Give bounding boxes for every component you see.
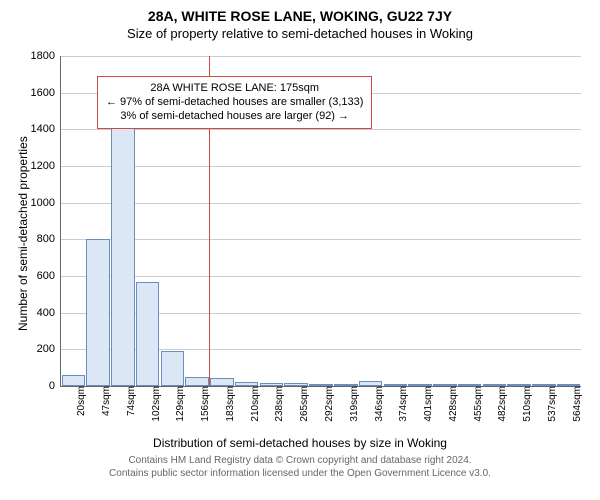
x-tick-label: 156sqm xyxy=(197,386,211,422)
y-gridline xyxy=(61,56,581,57)
histogram-bar xyxy=(210,378,234,386)
y-tick-label: 1600 xyxy=(31,87,61,99)
chart-subtitle: Size of property relative to semi-detach… xyxy=(0,24,600,45)
x-tick-label: 537sqm xyxy=(544,386,558,422)
x-tick-label: 238sqm xyxy=(271,386,285,422)
x-tick-label: 47sqm xyxy=(98,386,112,416)
y-gridline xyxy=(61,203,581,204)
x-tick-label: 346sqm xyxy=(371,386,385,422)
y-tick-label: 0 xyxy=(49,380,61,392)
y-tick-label: 200 xyxy=(37,343,61,355)
x-tick-label: 510sqm xyxy=(519,386,533,422)
annotation-line: 3% of semi-detached houses are larger (9… xyxy=(106,109,363,123)
y-tick-label: 800 xyxy=(37,233,61,245)
x-tick-label: 102sqm xyxy=(148,386,162,422)
x-axis-title: Distribution of semi-detached houses by … xyxy=(0,436,600,450)
x-tick-label: 564sqm xyxy=(569,386,583,422)
x-tick-label: 428sqm xyxy=(445,386,459,422)
y-gridline xyxy=(61,129,581,130)
chart-title: 28A, WHITE ROSE LANE, WOKING, GU22 7JY xyxy=(0,0,600,24)
annotation-line: 28A WHITE ROSE LANE: 175sqm xyxy=(106,81,363,95)
histogram-bar xyxy=(62,375,86,386)
footer-line: Contains HM Land Registry data © Crown c… xyxy=(0,454,600,467)
x-tick-label: 482sqm xyxy=(494,386,508,422)
footer-credits: Contains HM Land Registry data © Crown c… xyxy=(0,454,600,480)
histogram-bar xyxy=(86,239,110,386)
x-tick-label: 401sqm xyxy=(420,386,434,422)
y-gridline xyxy=(61,239,581,240)
histogram-bar xyxy=(185,377,209,386)
histogram-bar xyxy=(111,115,135,386)
x-tick-label: 455sqm xyxy=(470,386,484,422)
y-tick-label: 1000 xyxy=(31,197,61,209)
footer-line: Contains public sector information licen… xyxy=(0,467,600,480)
x-tick-label: 20sqm xyxy=(73,386,87,416)
y-axis-title: Number of semi-detached properties xyxy=(16,136,30,331)
histogram-bar xyxy=(161,351,185,386)
histogram-bar xyxy=(136,282,160,387)
x-tick-label: 319sqm xyxy=(346,386,360,422)
chart-container: 28A, WHITE ROSE LANE, WOKING, GU22 7JY S… xyxy=(0,0,600,500)
y-tick-label: 1200 xyxy=(31,160,61,172)
x-tick-label: 74sqm xyxy=(123,386,137,416)
annotation-line: ← 97% of semi-detached houses are smalle… xyxy=(106,95,363,109)
y-tick-label: 400 xyxy=(37,307,61,319)
y-tick-label: 1400 xyxy=(31,123,61,135)
y-gridline xyxy=(61,166,581,167)
x-tick-label: 265sqm xyxy=(296,386,310,422)
x-tick-label: 292sqm xyxy=(321,386,335,422)
x-tick-label: 210sqm xyxy=(247,386,261,422)
y-gridline xyxy=(61,276,581,277)
x-tick-label: 374sqm xyxy=(395,386,409,422)
x-tick-label: 129sqm xyxy=(172,386,186,422)
x-tick-label: 183sqm xyxy=(222,386,236,422)
plot-area: 02004006008001000120014001600180020sqm47… xyxy=(60,56,581,387)
y-tick-label: 600 xyxy=(37,270,61,282)
y-tick-label: 1800 xyxy=(31,50,61,62)
annotation-box: 28A WHITE ROSE LANE: 175sqm← 97% of semi… xyxy=(97,76,372,129)
